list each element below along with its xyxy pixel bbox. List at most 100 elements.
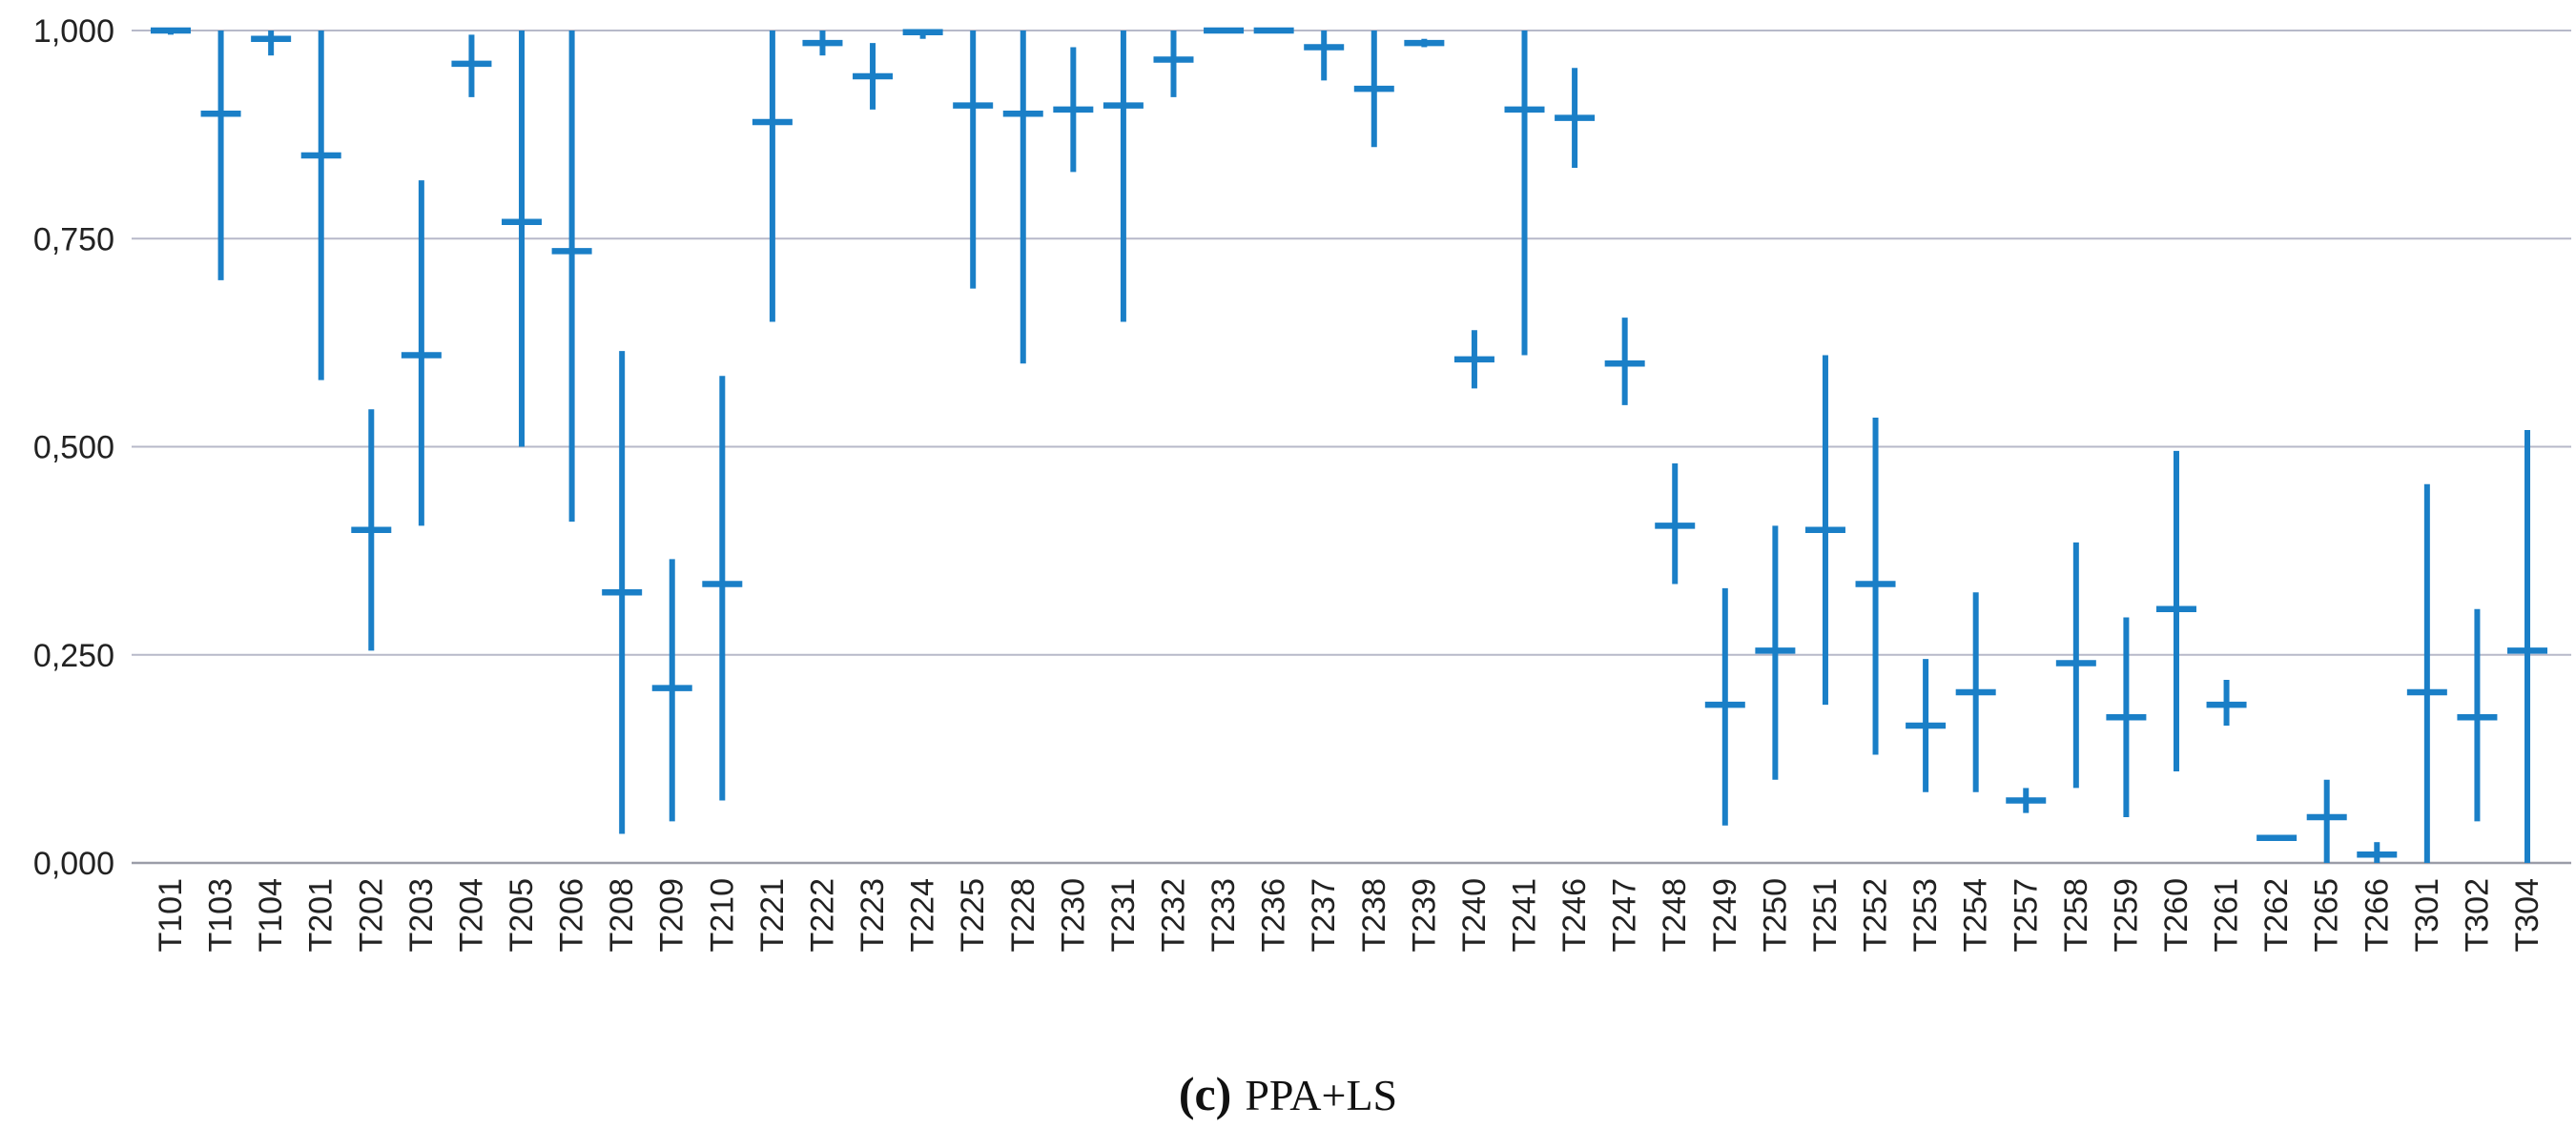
x-tick-label: T222 xyxy=(804,878,840,953)
x-axis-ticks: T101 T103 T104 T201 T202 T203 T204 T205 T206 T208… xyxy=(153,878,2545,953)
error-bar-t101 xyxy=(151,27,191,35)
x-tick-label: T204 xyxy=(453,878,489,953)
x-tick-label: T251 xyxy=(1807,878,1844,953)
x-tick-label: T103 xyxy=(203,878,239,953)
x-tick-label: T252 xyxy=(1858,878,1894,953)
error-bar-t210 xyxy=(702,376,743,801)
error-bar-t261 xyxy=(2206,679,2247,726)
figure-caption: (c) PPA+LS xyxy=(0,1066,2576,1121)
error-bar-t203 xyxy=(401,180,442,526)
error-bar-t249 xyxy=(1704,587,1745,826)
x-tick-label: T237 xyxy=(1306,878,1342,953)
x-tick-label: T206 xyxy=(554,878,590,953)
error-bar-t103 xyxy=(200,31,241,280)
x-tick-label: T224 xyxy=(905,878,941,953)
y-axis-ticks: 0,000 0,250 0,500 0,750 1,000 xyxy=(33,13,114,882)
x-tick-label: T238 xyxy=(1356,878,1392,953)
x-tick-label: T225 xyxy=(955,878,991,953)
x-tick-label: T247 xyxy=(1607,878,1643,953)
x-tick-label: T101 xyxy=(153,878,189,953)
x-tick-label: T223 xyxy=(855,878,891,953)
x-tick-label: T258 xyxy=(2058,878,2094,953)
x-tick-label: T228 xyxy=(1005,878,1041,953)
x-tick-label: T253 xyxy=(1907,878,1944,953)
error-bar-t201 xyxy=(300,31,341,380)
error-bar-marks xyxy=(151,27,2547,863)
error-bar-t206 xyxy=(551,31,592,523)
x-tick-label: T260 xyxy=(2158,878,2195,953)
error-bar-t221 xyxy=(752,31,793,322)
error-bar-t208 xyxy=(602,351,643,834)
y-tick-label: 0,500 xyxy=(33,430,114,466)
error-bar-t240 xyxy=(1453,330,1494,389)
error-bar-t304 xyxy=(2507,430,2547,863)
x-tick-label: T210 xyxy=(704,878,740,953)
error-bar-t246 xyxy=(1555,68,1596,169)
x-tick-label: T203 xyxy=(403,878,440,953)
x-tick-label: T232 xyxy=(1155,878,1191,953)
error-bar-t248 xyxy=(1655,462,1696,585)
x-tick-label: T231 xyxy=(1105,878,1142,953)
x-tick-label: T209 xyxy=(654,878,690,953)
x-tick-label: T265 xyxy=(2309,878,2345,953)
x-tick-label: T248 xyxy=(1657,878,1693,953)
error-bar-t241 xyxy=(1504,31,1545,356)
x-tick-label: T262 xyxy=(2258,878,2295,953)
x-tick-label: T205 xyxy=(504,878,540,953)
error-bar-t238 xyxy=(1353,31,1394,148)
error-bar-t250 xyxy=(1755,525,1796,780)
error-bar-t257 xyxy=(2006,788,2047,813)
error-bar-t237 xyxy=(1304,31,1345,81)
x-tick-label: T241 xyxy=(1507,878,1543,953)
error-bar-t205 xyxy=(502,31,543,447)
error-bar-t104 xyxy=(251,31,292,56)
error-bar-t231 xyxy=(1103,31,1144,322)
x-tick-label: T257 xyxy=(2008,878,2044,953)
error-bar-t247 xyxy=(1604,318,1645,405)
x-tick-label: T250 xyxy=(1757,878,1793,953)
x-tick-label: T261 xyxy=(2209,878,2245,953)
x-tick-label: T202 xyxy=(353,878,389,953)
x-tick-label: T233 xyxy=(1206,878,1242,953)
error-bar-t265 xyxy=(2306,779,2347,863)
error-bar-t260 xyxy=(2155,450,2196,771)
x-tick-label: T304 xyxy=(2509,878,2545,953)
x-tick-label: T230 xyxy=(1055,878,1091,953)
error-bar-t204 xyxy=(451,34,492,97)
error-bar-t258 xyxy=(2055,542,2096,789)
x-tick-label: T259 xyxy=(2108,878,2144,953)
x-tick-label: T301 xyxy=(2409,878,2445,953)
error-bar-t253 xyxy=(1906,659,1947,792)
error-bar-t233 xyxy=(1204,27,1245,34)
error-bar-t232 xyxy=(1153,31,1194,97)
x-tick-label: T239 xyxy=(1406,878,1442,953)
error-bar-t228 xyxy=(1002,31,1043,364)
error-bar-t225 xyxy=(953,31,994,289)
x-tick-label: T236 xyxy=(1256,878,1292,953)
error-bar-t254 xyxy=(1955,592,1996,792)
x-tick-label: T254 xyxy=(1958,878,1994,953)
x-tick-label: T104 xyxy=(253,878,289,953)
x-tick-label: T240 xyxy=(1456,878,1493,953)
error-bar-t239 xyxy=(1404,38,1445,48)
error-bar-t223 xyxy=(853,43,894,110)
x-tick-label: T246 xyxy=(1556,878,1593,953)
error-bar-t236 xyxy=(1253,27,1294,34)
error-bar-t301 xyxy=(2406,483,2447,863)
gridlines xyxy=(132,30,2571,865)
x-tick-label: T249 xyxy=(1707,878,1743,953)
x-tick-label: T208 xyxy=(604,878,640,953)
error-bar-t222 xyxy=(802,31,843,56)
error-bar-t302 xyxy=(2457,608,2498,822)
x-tick-label: T266 xyxy=(2359,878,2395,953)
error-bar-t251 xyxy=(1804,355,1845,706)
caption-letter: (c) xyxy=(1178,1067,1232,1120)
y-tick-label: 0,000 xyxy=(33,846,114,882)
y-tick-label: 0,750 xyxy=(33,221,114,257)
error-bar-t202 xyxy=(351,409,392,651)
error-bar-t209 xyxy=(651,559,692,822)
caption-text: PPA+LS xyxy=(1245,1071,1398,1119)
error-bar-t266 xyxy=(2357,842,2398,863)
x-tick-label: T221 xyxy=(754,878,791,953)
